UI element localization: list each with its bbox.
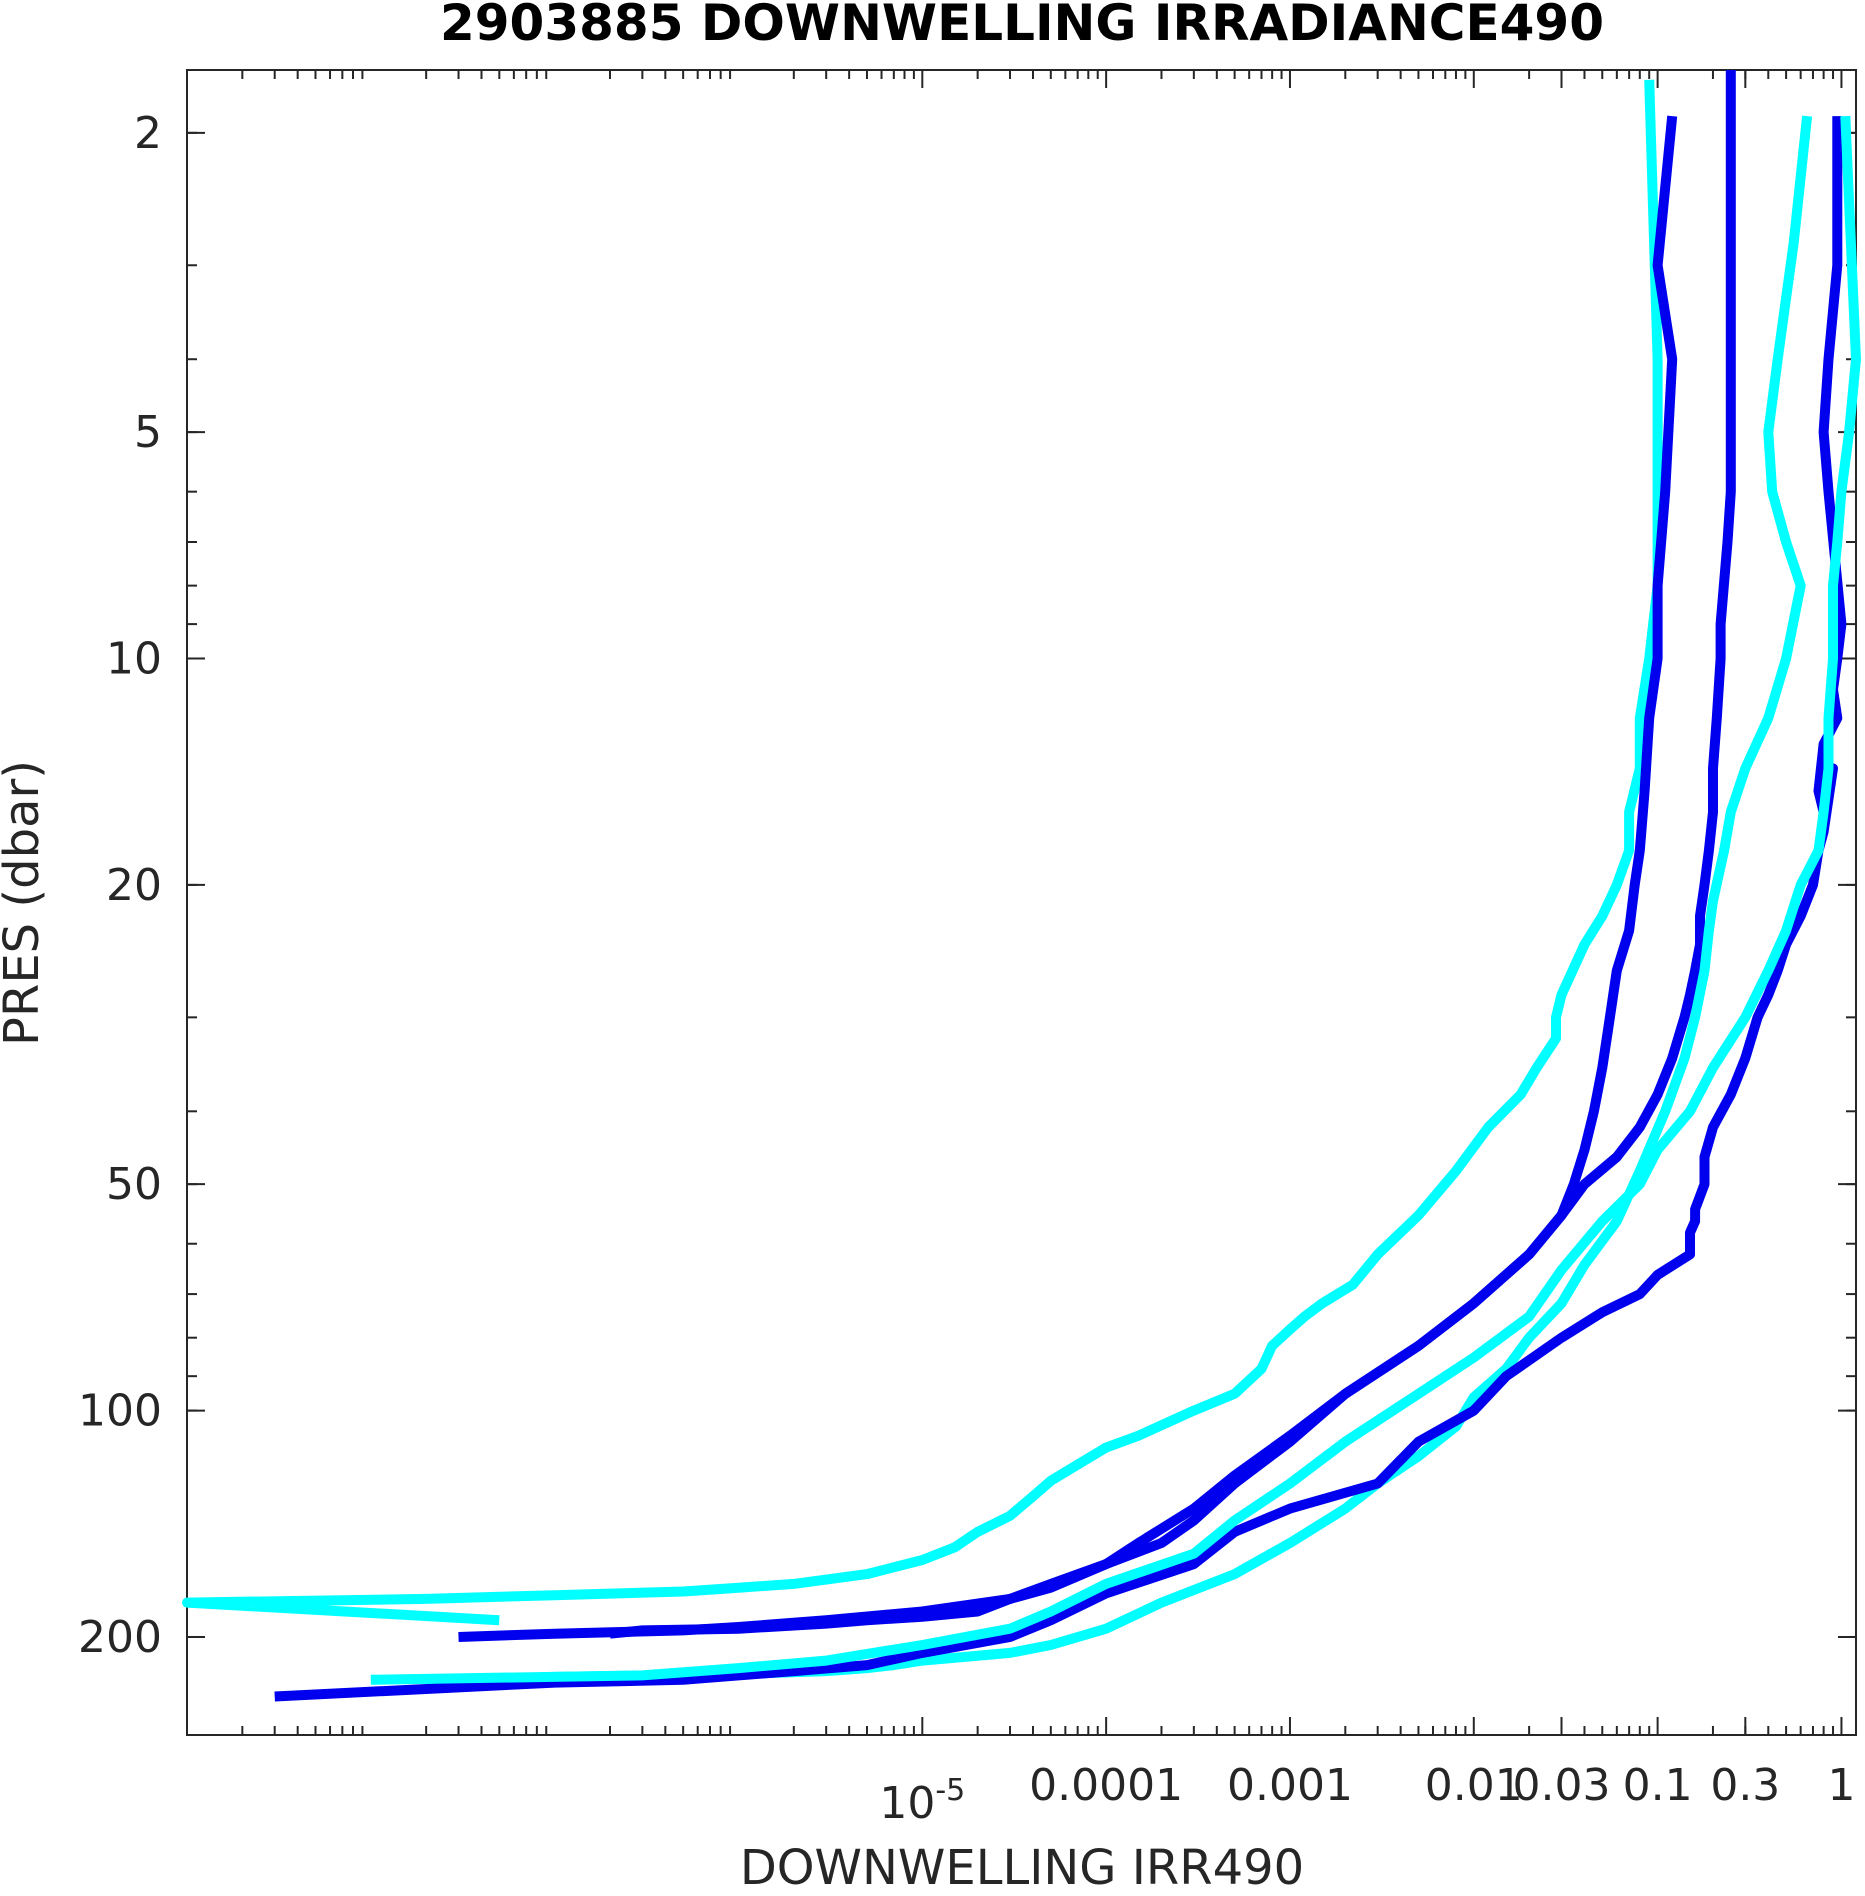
x-tick-label: 10-5 <box>879 1773 965 1829</box>
x-tick-label: 0.1 <box>1623 1760 1693 1811</box>
series-line-2 <box>458 115 1678 1642</box>
series-line-1 <box>182 79 1663 1626</box>
x-tick-label: 1 <box>1827 1760 1855 1811</box>
y-axis: 2 5 10 20 50 100 200 <box>78 108 1856 1663</box>
y-tick-label: 10 <box>106 634 162 685</box>
x-tick-label: 0.0001 <box>1029 1760 1183 1811</box>
series-layer <box>182 70 1861 1702</box>
x-axis: 10-5 0.0001 0.001 0.010.03 0.1 0.3 1 <box>879 70 1855 1829</box>
x-tick-label: 0.01 <box>1425 1760 1523 1811</box>
y-tick-label: 5 <box>134 407 162 458</box>
y-tick-label: 50 <box>106 1159 162 1210</box>
x-tick-label: 0.001 <box>1227 1760 1353 1811</box>
series-line-4 <box>425 115 1813 1688</box>
series-line-6 <box>370 115 1861 1685</box>
x-tick-label: 0.3 <box>1710 1760 1780 1811</box>
y-tick-label: 200 <box>78 1612 162 1663</box>
y-tick-label: 100 <box>78 1386 162 1437</box>
y-axis-label: PRES (dbar) <box>0 760 50 1046</box>
chart-title: 2903885 DOWNWELLING IRRADIANCE490 <box>440 0 1604 52</box>
x-axis-label: DOWNWELLING IRR490 <box>740 1840 1304 1896</box>
series-line-3 <box>609 70 1736 1639</box>
y-tick-label: 2 <box>134 108 162 159</box>
plot-frame <box>186 69 1857 1736</box>
x-tick-label: 0.03 <box>1513 1760 1611 1811</box>
x-minor-ticks <box>241 70 1835 1735</box>
y-minor-ticks <box>187 131 1856 1638</box>
y-tick-label: 20 <box>106 860 162 911</box>
